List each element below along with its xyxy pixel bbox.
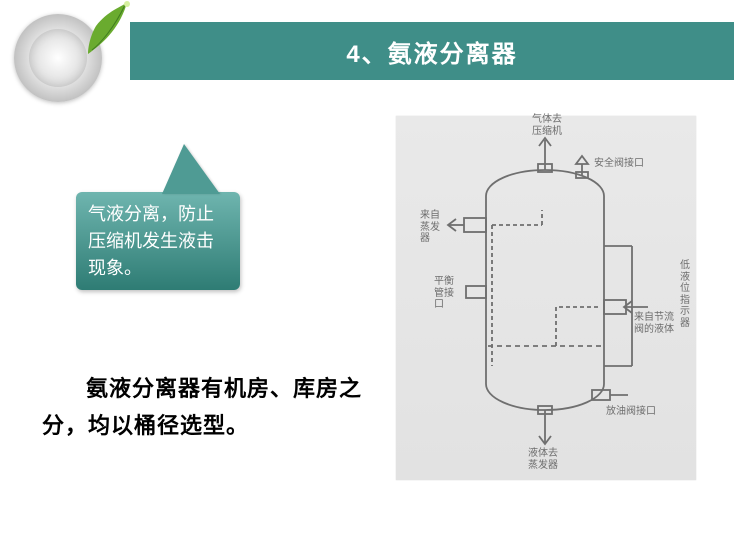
leaf-drop [124, 1, 130, 7]
vessel-group [448, 138, 648, 444]
callout-text: 气液分离，防止压缩机发生液击现象。 [88, 201, 228, 282]
callout-tail [162, 144, 220, 194]
separator-diagram: 气体去压缩机 安全阀接口 来自蒸发器 平衡管接口 来自节流阀的液体 低液位指示器… [396, 116, 696, 480]
label-left-pipe: 平衡管接口 [434, 276, 454, 311]
slide-header: 4、氨液分离器 [130, 22, 734, 80]
label-bottom-drain: 放油阀接口 [606, 406, 656, 418]
leaf-icon [86, 0, 130, 56]
label-left-in: 来自蒸发器 [420, 210, 440, 245]
body-paragraph: 氨液分离器有机房、库房之分，均以桶径选型。 [42, 370, 382, 445]
label-safety: 安全阀接口 [594, 158, 644, 170]
label-bottom-out: 液体去蒸发器 [528, 448, 558, 471]
slide-title: 4、氨液分离器 [346, 34, 517, 69]
label-right-in: 来自节流阀的液体 [634, 312, 674, 335]
label-right-gauge: 低液位指示器 [680, 260, 690, 329]
callout-bubble: 气液分离，防止压缩机发生液击现象。 [76, 192, 240, 290]
label-top-out: 气体去压缩机 [532, 114, 562, 137]
